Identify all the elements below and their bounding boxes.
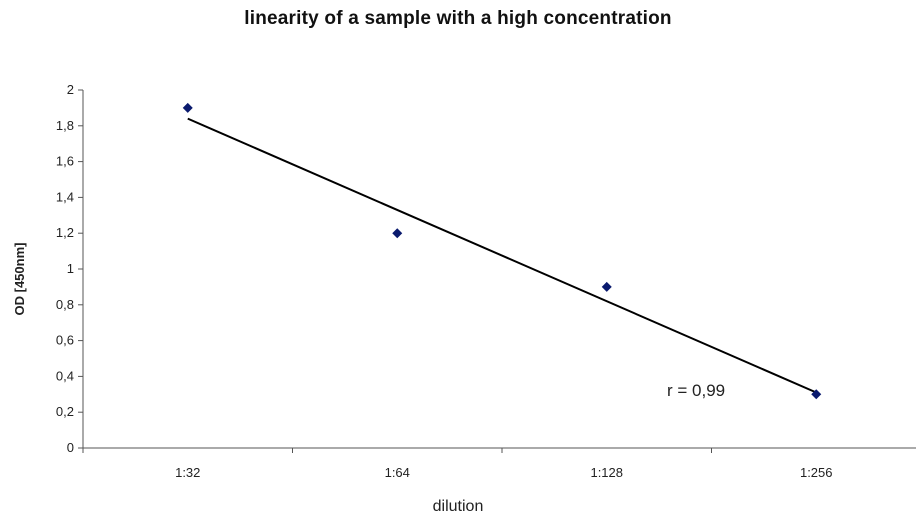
data-point	[182, 102, 193, 113]
y-axis-title: OD [450nm]	[12, 243, 27, 316]
y-tick-label: 1,2	[56, 225, 74, 240]
trendline	[187, 117, 817, 394]
x-axis-title: dilution	[433, 498, 484, 515]
y-tick-label: 0	[67, 440, 74, 455]
y-tick-label: 1	[67, 261, 74, 276]
data-point	[811, 389, 822, 400]
data-points	[182, 102, 822, 400]
x-axis-ticks: 1:32 1:64 1:128 1:256	[82, 448, 833, 480]
y-tick-label: 1,6	[56, 154, 74, 169]
y-tick-label: 0,2	[56, 404, 74, 419]
y-tick-label: 2	[67, 82, 74, 97]
y-tick-label: 0,6	[56, 333, 74, 348]
chart-axes	[82, 90, 916, 449]
x-tick-label: 1:32	[175, 465, 200, 480]
x-tick-label: 1:128	[590, 465, 623, 480]
x-tick-label: 1:256	[800, 465, 833, 480]
y-tick-label: 0,4	[56, 368, 74, 383]
correlation-annotation: r = 0,99	[667, 381, 725, 400]
y-tick-label: 1,8	[56, 118, 74, 133]
data-point	[392, 228, 403, 239]
x-tick-label: 1:64	[385, 465, 410, 480]
y-tick-label: 0,8	[56, 297, 74, 312]
y-tick-label: 1,4	[56, 189, 74, 204]
data-point	[601, 281, 612, 292]
y-axis-ticks: 0 0,2 0,4 0,6 0,8 1 1,2 1,4 1,6 1,8 2	[56, 82, 83, 455]
chart-title: linearity of a sample with a high concen…	[244, 8, 672, 29]
trendline-group	[187, 117, 817, 394]
